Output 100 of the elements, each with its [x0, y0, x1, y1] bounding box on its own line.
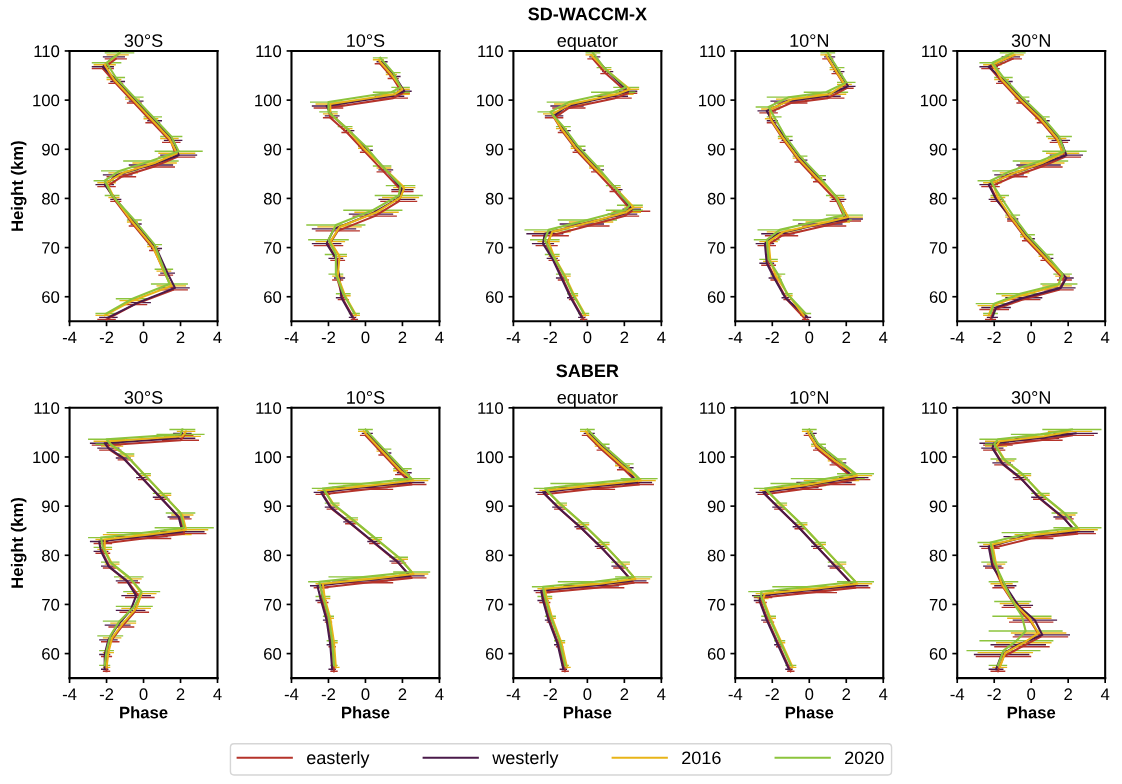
- y-tick-label: 70: [929, 241, 947, 254]
- y-tick-label: 90: [707, 500, 725, 513]
- y-tick-label: 90: [485, 500, 504, 513]
- chart-title: 30°N: [1011, 391, 1050, 404]
- y-tick-label: 70: [42, 598, 60, 611]
- x-tick-label: -4: [728, 331, 743, 344]
- x-tick-label: 0: [583, 688, 592, 701]
- y-tick-label: 80: [929, 549, 947, 562]
- y-tick-label: 90: [264, 143, 282, 156]
- x-tick-label: 4: [879, 688, 888, 700]
- y-tick-label: 100: [699, 94, 725, 107]
- legend-label: 2016: [682, 751, 721, 765]
- x-tick-label: -2: [99, 688, 114, 700]
- y-axis-title: Height (km): [10, 141, 27, 231]
- y-tick-label: 110: [700, 45, 725, 58]
- y-tick-label: 90: [707, 143, 725, 156]
- x-tick-label: -4: [506, 688, 521, 700]
- y-tick-label: 100: [255, 451, 282, 464]
- x-tick-label: 0: [1027, 688, 1036, 701]
- y-tick-label: 60: [485, 291, 504, 303]
- y-tick-label: 60: [929, 647, 947, 660]
- x-tick-label: -2: [765, 688, 779, 700]
- y-tick-label: 70: [485, 241, 504, 254]
- text: SABER: [556, 364, 619, 378]
- y-tick-label: 90: [264, 500, 282, 513]
- y-axis-title: Height (km): [10, 497, 27, 588]
- x-tick-label: 0: [139, 331, 148, 344]
- x-tick-label: 2: [620, 331, 629, 344]
- x-tick-label: -4: [284, 688, 299, 700]
- y-tick-label: 90: [929, 143, 947, 156]
- y-tick-label: 80: [707, 192, 725, 205]
- y-tick-label: 110: [922, 402, 947, 415]
- y-tick-label: 60: [42, 291, 60, 303]
- x-tick-label: -2: [987, 331, 1001, 344]
- y-tick-label: 110: [34, 402, 60, 415]
- y-tick-label: 70: [42, 241, 60, 254]
- x-axis-title: Phase: [563, 706, 612, 719]
- y-tick-label: 70: [485, 598, 504, 611]
- x-tick-label: 2: [176, 331, 185, 344]
- x-tick-label: 2: [398, 688, 407, 700]
- y-tick-label: 110: [34, 45, 60, 58]
- y-tick-label: 60: [707, 291, 725, 303]
- x-tick-label: -4: [284, 331, 299, 344]
- y-tick-label: 80: [707, 549, 725, 562]
- x-tick-label: 0: [361, 331, 370, 344]
- y-tick-label: 110: [922, 45, 947, 58]
- x-tick-label: 0: [361, 688, 370, 701]
- x-tick-label: 4: [1100, 688, 1110, 700]
- x-tick-label: 4: [1100, 331, 1110, 344]
- x-tick-label: 0: [583, 331, 592, 344]
- legend-label: westerly: [492, 750, 559, 768]
- chart-title: 10°S: [347, 391, 385, 404]
- y-tick-label: 100: [699, 451, 725, 464]
- y-tick-label: 100: [477, 94, 504, 107]
- x-tick-label: -4: [950, 331, 965, 344]
- y-tick-label: 100: [920, 94, 947, 107]
- chart-title: 10°N: [790, 391, 828, 404]
- x-tick-label: 2: [176, 688, 185, 700]
- chart-title: equator: [557, 391, 618, 408]
- legend-label: 2020: [845, 751, 884, 765]
- chart-title: 30°N: [1011, 34, 1050, 47]
- y-tick-label: 80: [929, 192, 947, 205]
- chart-title: 30°S: [124, 391, 163, 404]
- x-tick-label: 4: [213, 331, 222, 344]
- x-tick-label: 4: [213, 688, 222, 700]
- y-tick-label: 110: [478, 402, 504, 415]
- y-tick-label: 70: [929, 598, 947, 611]
- y-tick-label: 110: [700, 402, 725, 415]
- x-tick-label: 0: [139, 688, 148, 701]
- y-tick-label: 100: [33, 451, 60, 464]
- x-tick-label: 0: [805, 331, 814, 344]
- x-tick-label: -4: [506, 331, 521, 344]
- y-tick-label: 110: [256, 45, 282, 58]
- x-tick-label: 2: [842, 688, 851, 700]
- chart-title: equator: [557, 35, 618, 51]
- x-tick-label: -4: [950, 688, 965, 700]
- x-tick-label: 2: [1064, 331, 1072, 344]
- y-tick-label: 110: [256, 402, 282, 415]
- y-tick-label: 70: [264, 241, 282, 254]
- y-tick-label: 100: [920, 451, 947, 464]
- x-tick-label: 4: [435, 331, 444, 344]
- x-axis-title: Phase: [342, 706, 390, 719]
- x-tick-label: -2: [987, 688, 1001, 700]
- y-tick-label: 100: [33, 94, 60, 107]
- chart-title: 30°S: [124, 34, 163, 47]
- y-tick-label: 100: [477, 451, 504, 464]
- x-tick-label: 4: [657, 688, 666, 700]
- y-tick-label: 60: [264, 291, 282, 303]
- y-tick-label: 90: [42, 500, 60, 513]
- legend-label: easterly: [307, 750, 370, 768]
- x-axis-title: Phase: [785, 706, 834, 719]
- text: SD-WACCM-X: [528, 7, 647, 21]
- y-tick-label: 60: [707, 647, 725, 660]
- x-tick-label: -2: [543, 688, 557, 700]
- x-tick-label: -2: [765, 331, 779, 344]
- y-tick-label: 90: [929, 500, 947, 513]
- x-tick-label: 0: [805, 688, 814, 701]
- x-tick-label: 4: [657, 331, 666, 344]
- x-tick-label: -2: [321, 331, 336, 344]
- y-tick-label: 110: [478, 45, 504, 58]
